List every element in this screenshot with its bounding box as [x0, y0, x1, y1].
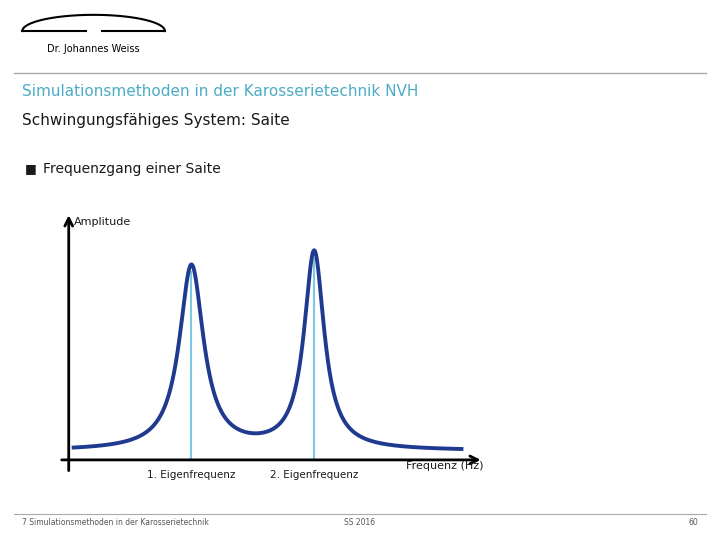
Text: Simulationsmethoden in der Karosserietechnik NVH: Simulationsmethoden in der Karosserietec…	[22, 84, 418, 99]
Text: Frequenz (Hz): Frequenz (Hz)	[406, 461, 484, 471]
Text: ■: ■	[25, 162, 37, 175]
Text: Dr. Johannes Weiss: Dr. Johannes Weiss	[48, 44, 140, 53]
Text: SS 2016: SS 2016	[344, 518, 376, 526]
Text: 2. Eigenfrequenz: 2. Eigenfrequenz	[270, 470, 359, 480]
Text: Schwingungsfähiges System: Saite: Schwingungsfähiges System: Saite	[22, 113, 289, 129]
Text: 1. Eigenfrequenz: 1. Eigenfrequenz	[148, 470, 235, 480]
Text: Amplitude: Amplitude	[73, 217, 131, 227]
Text: 7 Simulationsmethoden in der Karosserietechnik: 7 Simulationsmethoden in der Karosseriet…	[22, 518, 209, 526]
Text: Frequenzgang einer Saite: Frequenzgang einer Saite	[43, 162, 221, 176]
Text: 60: 60	[688, 518, 698, 526]
